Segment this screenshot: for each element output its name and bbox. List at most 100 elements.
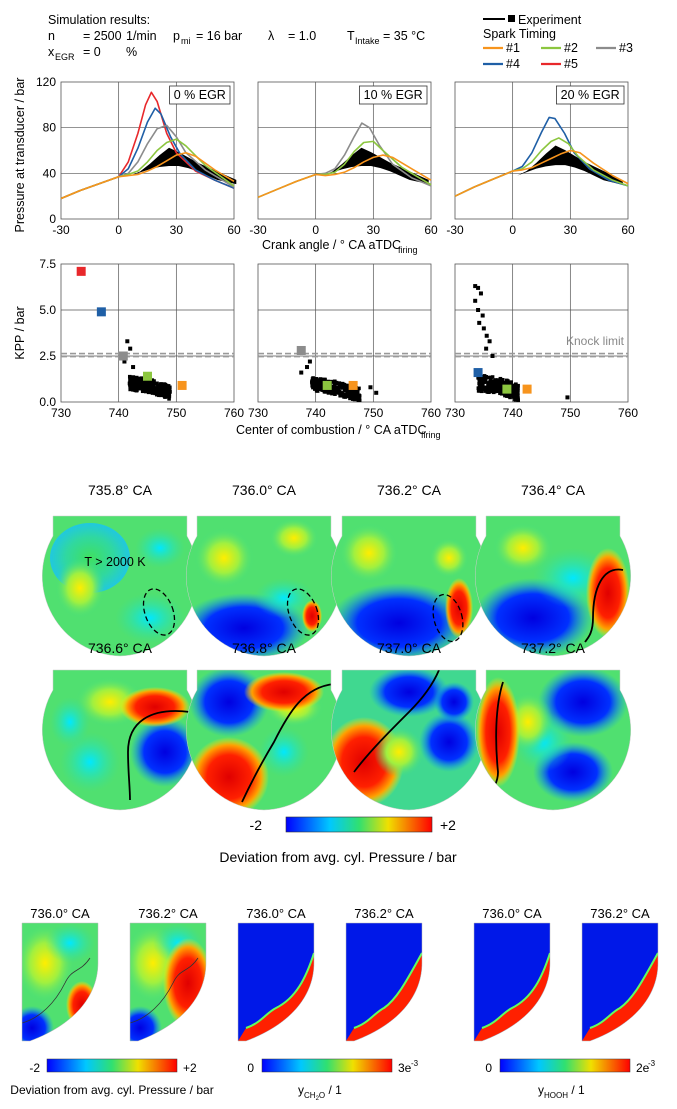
experiment-point <box>349 389 353 394</box>
experiment-point <box>512 383 517 388</box>
panel-outline <box>21 922 99 1042</box>
contour-blob <box>130 717 198 787</box>
pmi-label: p <box>173 29 180 43</box>
cb3-max: 2e <box>636 1061 650 1075</box>
contour-blob <box>374 727 424 777</box>
experiment-point <box>490 375 495 379</box>
experiment-point <box>305 365 310 370</box>
ytick-label: 0 <box>49 212 56 226</box>
experiment-band <box>130 147 237 185</box>
experiment-point <box>352 392 357 396</box>
panel-title: 10 % EGR <box>364 88 423 102</box>
cb2-label: yCH2O / 1 <box>298 1083 342 1102</box>
legend-label-4: #4 <box>506 57 520 71</box>
ytick-label: 40 <box>43 166 57 180</box>
contour-blob <box>50 697 90 747</box>
experiment-point <box>509 393 514 398</box>
experiment-point <box>164 387 169 391</box>
marker-st4 <box>473 368 483 378</box>
kpp-xlabel-main: Center of combustion / ° CA aTDC <box>236 423 427 437</box>
xegr-unit: % <box>126 45 137 59</box>
t-label: T <box>347 29 355 43</box>
bottom-panel-3: 736.0° CA <box>237 906 315 1042</box>
panel-outline <box>345 922 423 1042</box>
xtick-label: 750 <box>363 406 383 420</box>
experiment-point <box>153 390 157 395</box>
experiment-point <box>335 385 340 390</box>
experiment-point <box>490 354 495 358</box>
contour-blob <box>269 518 319 558</box>
cb2-max: 3e <box>398 1061 412 1075</box>
cylinder-outline <box>475 669 631 811</box>
pressure-xlabel: Crank angle / ° CA aTDC firing <box>262 238 418 255</box>
kpp-chart-3: Knock limit 730 740 750 760 <box>445 263 638 420</box>
xtick-label: 750 <box>166 406 186 420</box>
contour-blob <box>130 1006 162 1041</box>
bottom-colorbar-2: 0 3e -3 yCH2O / 1 <box>247 1058 419 1102</box>
experiment-point <box>478 384 482 389</box>
n-unit: 1/min <box>126 29 157 43</box>
panel-title-box <box>358 85 428 105</box>
experiment-point <box>368 385 373 390</box>
bottom-panel-label: 736.2° CA <box>590 906 650 921</box>
experiment-point <box>327 390 332 394</box>
lambda-value: = 1.0 <box>288 29 316 43</box>
experiment-point <box>480 313 485 318</box>
lambda-label: λ <box>268 29 275 43</box>
snapshot-panel-5: 736.6° CA <box>42 640 198 811</box>
colorbar-gradient <box>285 816 433 833</box>
pressure-front-line <box>584 568 624 643</box>
contour-blob <box>339 523 399 583</box>
experiment-point <box>340 382 345 386</box>
experiment-point <box>137 379 142 384</box>
bottom-colorbar-3: 0 2e -3 yHOOH / 1 <box>485 1058 656 1100</box>
experiment-point <box>345 394 349 399</box>
xtick-label: 740 <box>503 406 523 420</box>
experiment-point <box>314 379 318 383</box>
experiment-point <box>511 391 515 395</box>
experiment-point <box>481 326 486 331</box>
species-front <box>238 953 314 1041</box>
experiment-point <box>482 387 487 391</box>
pressure-chart-3: 20 % EGR -30 0 30 60 <box>446 81 635 237</box>
experiment-point <box>143 388 148 393</box>
legend-experiment-marker <box>508 15 515 22</box>
xtick-label: 740 <box>306 406 326 420</box>
xtick-label: 760 <box>224 406 244 420</box>
contour-hotspot <box>586 548 630 638</box>
bottom-panel-6: 736.2° CA <box>581 906 659 1042</box>
cb2-gradient <box>261 1058 393 1073</box>
experiment-point <box>480 382 485 387</box>
colorbar-max: +2 <box>440 817 456 833</box>
series-line-st1 <box>60 151 235 200</box>
experiment-point <box>515 388 520 393</box>
cb1-max: +2 <box>183 1061 197 1075</box>
knock-limit-label: Knock limit <box>566 334 625 348</box>
experiment-point <box>355 388 359 393</box>
xtick-label: -30 <box>52 223 70 237</box>
pressure-ylabel: Pressure at transducer / bar <box>13 78 27 233</box>
experiment-scatter <box>122 339 172 401</box>
species-front-edge <box>481 952 550 1029</box>
experiment-point <box>137 376 142 381</box>
kpp-chart-1: 0.0 2.5 5.0 7.5 730 740 750 760 <box>39 257 244 420</box>
experiment-point <box>338 393 342 397</box>
snapshot-label: 736.0° CA <box>232 482 297 498</box>
experiment-point <box>151 380 155 385</box>
experiment-point <box>478 382 482 386</box>
experiment-point <box>157 393 161 398</box>
experiment-point <box>476 308 481 312</box>
experiment-point <box>146 379 151 383</box>
experiment-point <box>327 388 332 392</box>
contour-blob <box>369 670 449 717</box>
panel-title: 0 % EGR <box>174 88 226 102</box>
experiment-point <box>310 379 314 384</box>
xtick-label: 730 <box>51 406 71 420</box>
xtick-label: 0 <box>115 223 122 237</box>
bottom-panel-label: 736.2° CA <box>138 906 198 921</box>
experiment-point <box>486 386 491 390</box>
snapshot-label: 736.8° CA <box>232 640 297 656</box>
experiment-point <box>141 389 146 394</box>
experiment-point <box>516 383 520 388</box>
pressure-chart-2: 10 % EGR -30 0 30 60 <box>249 81 438 237</box>
